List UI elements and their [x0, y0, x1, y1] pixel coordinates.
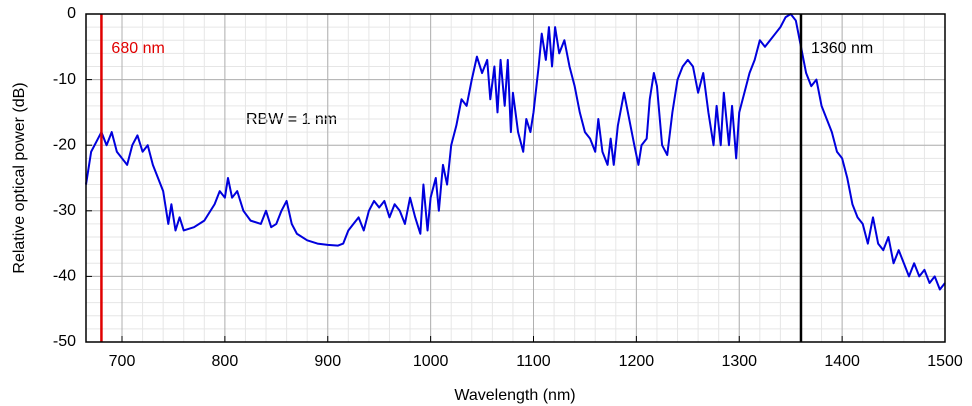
y-tick-label: -10 — [53, 71, 76, 88]
x-tick-label: 1400 — [824, 353, 860, 370]
marker-label: 680 nm — [111, 40, 164, 57]
x-tick-label: 800 — [212, 353, 239, 370]
y-tick-label: 0 — [67, 5, 76, 22]
y-tick-label: -40 — [53, 268, 76, 285]
annotation: RBW = 1 nm — [246, 111, 337, 128]
x-tick-label: 1000 — [413, 353, 449, 370]
x-tick-label: 1500 — [927, 353, 963, 370]
spectrum-line — [85, 13, 946, 291]
x-tick-label: 900 — [314, 353, 341, 370]
plot-frame — [85, 13, 946, 343]
x-tick-label: 1200 — [619, 353, 655, 370]
x-tick-label: 700 — [109, 353, 136, 370]
y-tick-label: -30 — [53, 202, 76, 219]
x-axis-label: Wavelength (nm) — [454, 387, 575, 404]
y-tick-label: -20 — [53, 136, 76, 153]
x-tick-label: 1300 — [721, 353, 757, 370]
x-tick-label: 1100 — [516, 353, 551, 370]
marker-label: 1360 nm — [811, 40, 873, 57]
y-tick-label: -50 — [53, 333, 76, 350]
y-axis-label: Relative optical power (dB) — [11, 82, 28, 273]
